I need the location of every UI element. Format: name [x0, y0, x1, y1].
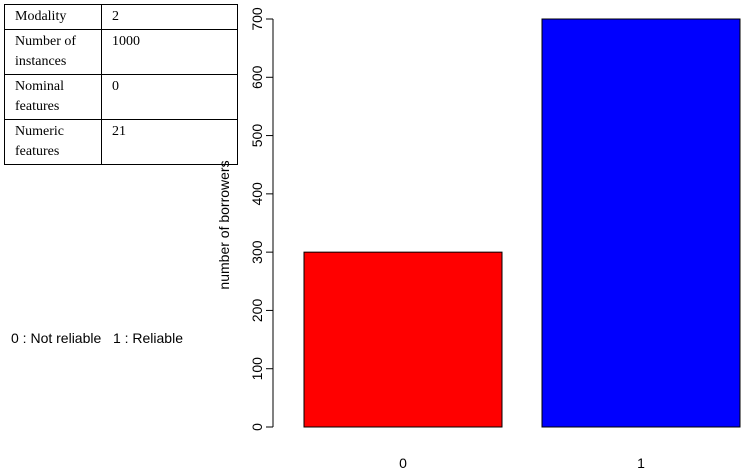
y-tick-label: 500	[249, 124, 265, 148]
y-tick-label: 0	[249, 423, 265, 431]
table-row: Nominal features 0	[4, 74, 238, 120]
modality-value: 2	[101, 4, 238, 30]
nominal-features-value: 0	[101, 74, 238, 120]
table-row: Number of instances 1000	[4, 29, 238, 75]
dataset-info-table: Modality 2 Number of instances 1000 Nomi…	[4, 4, 238, 165]
bar-0	[303, 251, 503, 428]
numeric-features-value: 21	[101, 119, 238, 165]
nominal-features-label: Nominal features	[4, 74, 102, 120]
modality-label: Modality	[4, 4, 102, 30]
y-axis-label: number of borrowers	[216, 160, 232, 289]
x-tick-label: 0	[399, 455, 407, 471]
x-tick-label: 1	[637, 455, 645, 471]
bar-1	[541, 18, 741, 428]
y-tick-label: 200	[249, 299, 265, 323]
instances-value: 1000	[101, 29, 238, 75]
table-row: Numeric features 21	[4, 119, 238, 165]
y-tick-label: 600	[249, 65, 265, 89]
class-legend-note: 0 : Not reliable 1 : Reliable	[11, 330, 183, 346]
y-tick-label: 300	[249, 240, 265, 264]
y-tick-label: 700	[249, 7, 265, 31]
table-row: Modality 2	[4, 4, 238, 30]
numeric-features-label: Numeric features	[4, 119, 102, 165]
y-tick-label: 100	[249, 357, 265, 381]
y-tick-label: 400	[249, 182, 265, 206]
